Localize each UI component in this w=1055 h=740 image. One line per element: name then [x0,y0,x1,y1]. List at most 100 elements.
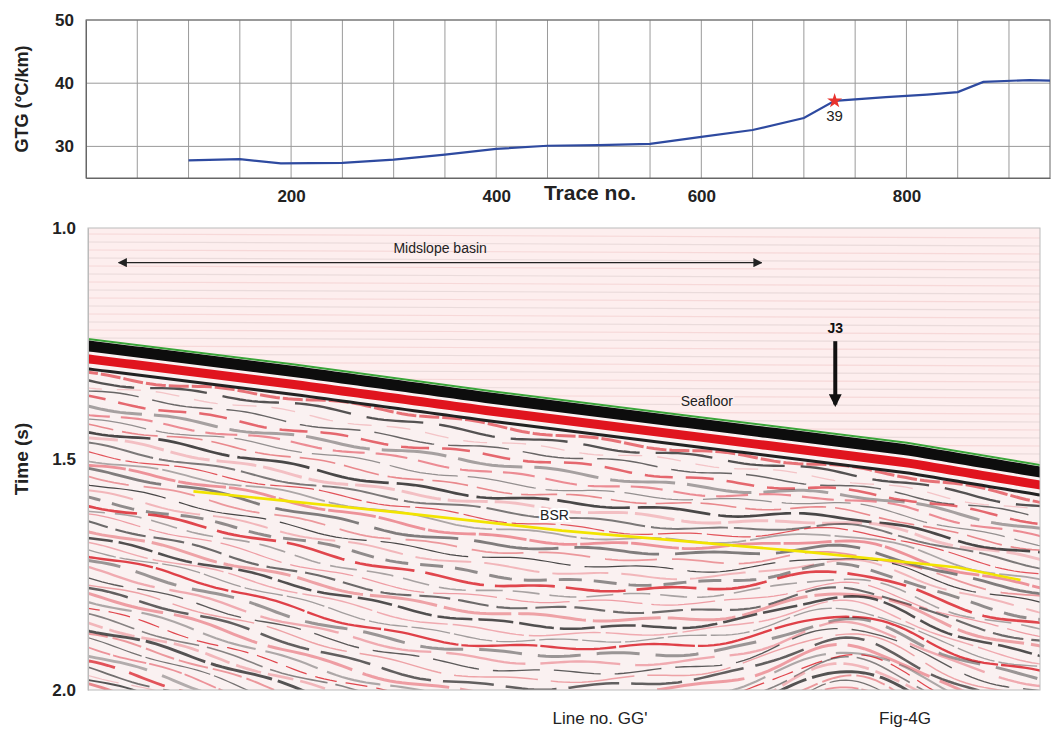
water-stripe [88,258,1040,262]
y-axis: 1.0 1.5 2.0 [52,219,88,700]
reflector [88,654,1040,690]
grid-line-y [86,83,1050,84]
section [88,228,1040,690]
x-tick-label: 800 [893,187,921,206]
reflector [88,633,1040,690]
water-stripe [88,274,1040,278]
grid-line-x [342,20,343,178]
y-tick: 1.0 [52,219,88,238]
subsurface [88,338,1040,690]
y-axis: 30 40 50 [55,11,86,179]
y-tick-label: 2.0 [52,681,76,700]
grid-line-x [1008,20,1009,178]
seismic-panel [78,228,1050,740]
seafloor-band [88,368,1040,496]
grid-line-x [239,20,240,178]
y-tick: 2.0 [52,681,88,700]
grid-line-x [701,20,702,178]
basin-extent-arrow [119,262,762,263]
grid-line-x [752,20,753,178]
water-stripe [88,250,1040,254]
site-marker [827,93,842,107]
y-tick-label: 40 [55,74,74,93]
y-tick: 40 [55,74,86,93]
grid-line-x [188,20,189,178]
reflector [88,644,1040,690]
water-stripe [88,306,1040,310]
reflector [88,678,1040,690]
footer-label: Fig-4G [879,709,931,728]
water-stripe [88,266,1040,270]
line-panel [86,20,1050,178]
water-stripe [88,338,1040,342]
x-tick-label: 200 [277,187,305,206]
water-stripe [88,234,1040,238]
reflector [88,599,1040,690]
y-tick-label: 1.0 [52,219,76,238]
reflector [88,619,1040,690]
grid-line-x [291,20,292,178]
x-tick-label: 400 [483,187,511,206]
y-tick-label: 1.5 [52,450,76,469]
reflector [88,510,1040,631]
grid-line-x [803,20,804,178]
seafloor-line [88,339,1040,465]
grid-line-x [547,20,548,178]
y-tick-label: 50 [55,11,74,30]
y-tick: 30 [55,137,86,156]
site-label: 39 [826,107,843,124]
reflector [88,529,1040,648]
seafloor-band [88,358,1040,486]
grid-line-x [957,20,958,178]
canvas: 200 400 600 800 30 40 50 Trace no. GTG (°C/km) 39… [0,0,1055,740]
grid-line-x [393,20,394,178]
gtg-line [189,80,1050,163]
marks [189,80,1050,163]
x-tick-label: 600 [688,187,716,206]
x-tick: 800 [893,178,921,206]
water-stripe [88,298,1040,302]
y-tick: 1.5 [52,450,88,469]
water-stripe [88,314,1040,318]
reflector [88,467,1040,594]
y-axis-title: Time (s) [11,423,32,496]
seafloor-label: Seafloor [681,393,733,409]
j3-label: J3 [827,320,843,336]
x-tick: 400 [483,178,511,206]
grid-line-x [906,20,907,178]
water-stripe [88,290,1040,294]
grid [86,20,1050,178]
grid-line-x [650,20,651,178]
y-axis-line [86,21,87,179]
y-axis-title: GTG (°C/km) [12,45,32,152]
j3-arrow [833,341,837,404]
water-stripe [88,242,1040,246]
seafloor-band [88,345,1040,473]
section-frame [88,228,1040,690]
bsr-line [193,491,1020,580]
y-axis-line [88,229,89,691]
reflector [88,612,1040,690]
x-axis-title: Trace no. [544,181,636,204]
reflector [88,628,1040,690]
water-stripe [88,322,1040,326]
water-stripe [88,330,1040,334]
reflector [88,414,1040,539]
reflector [88,483,1040,605]
basin-label: Midslope basin [393,240,486,256]
grid-line-x [496,20,497,178]
footer-label: Line no. GG' [553,709,648,728]
reflector [88,664,1040,690]
reflector [88,635,1040,690]
water-stripe [88,282,1040,286]
x-tick: 600 [688,178,716,206]
reflector [88,659,1040,690]
reflector [88,682,1040,690]
y-tick-label: 30 [55,137,74,156]
grid-line-x [598,20,599,178]
reflector [88,672,1040,690]
x-axis-line [87,178,1051,179]
grid-line-x [137,20,138,178]
x-tick: 200 [277,178,305,206]
plot-frame [86,20,1050,178]
